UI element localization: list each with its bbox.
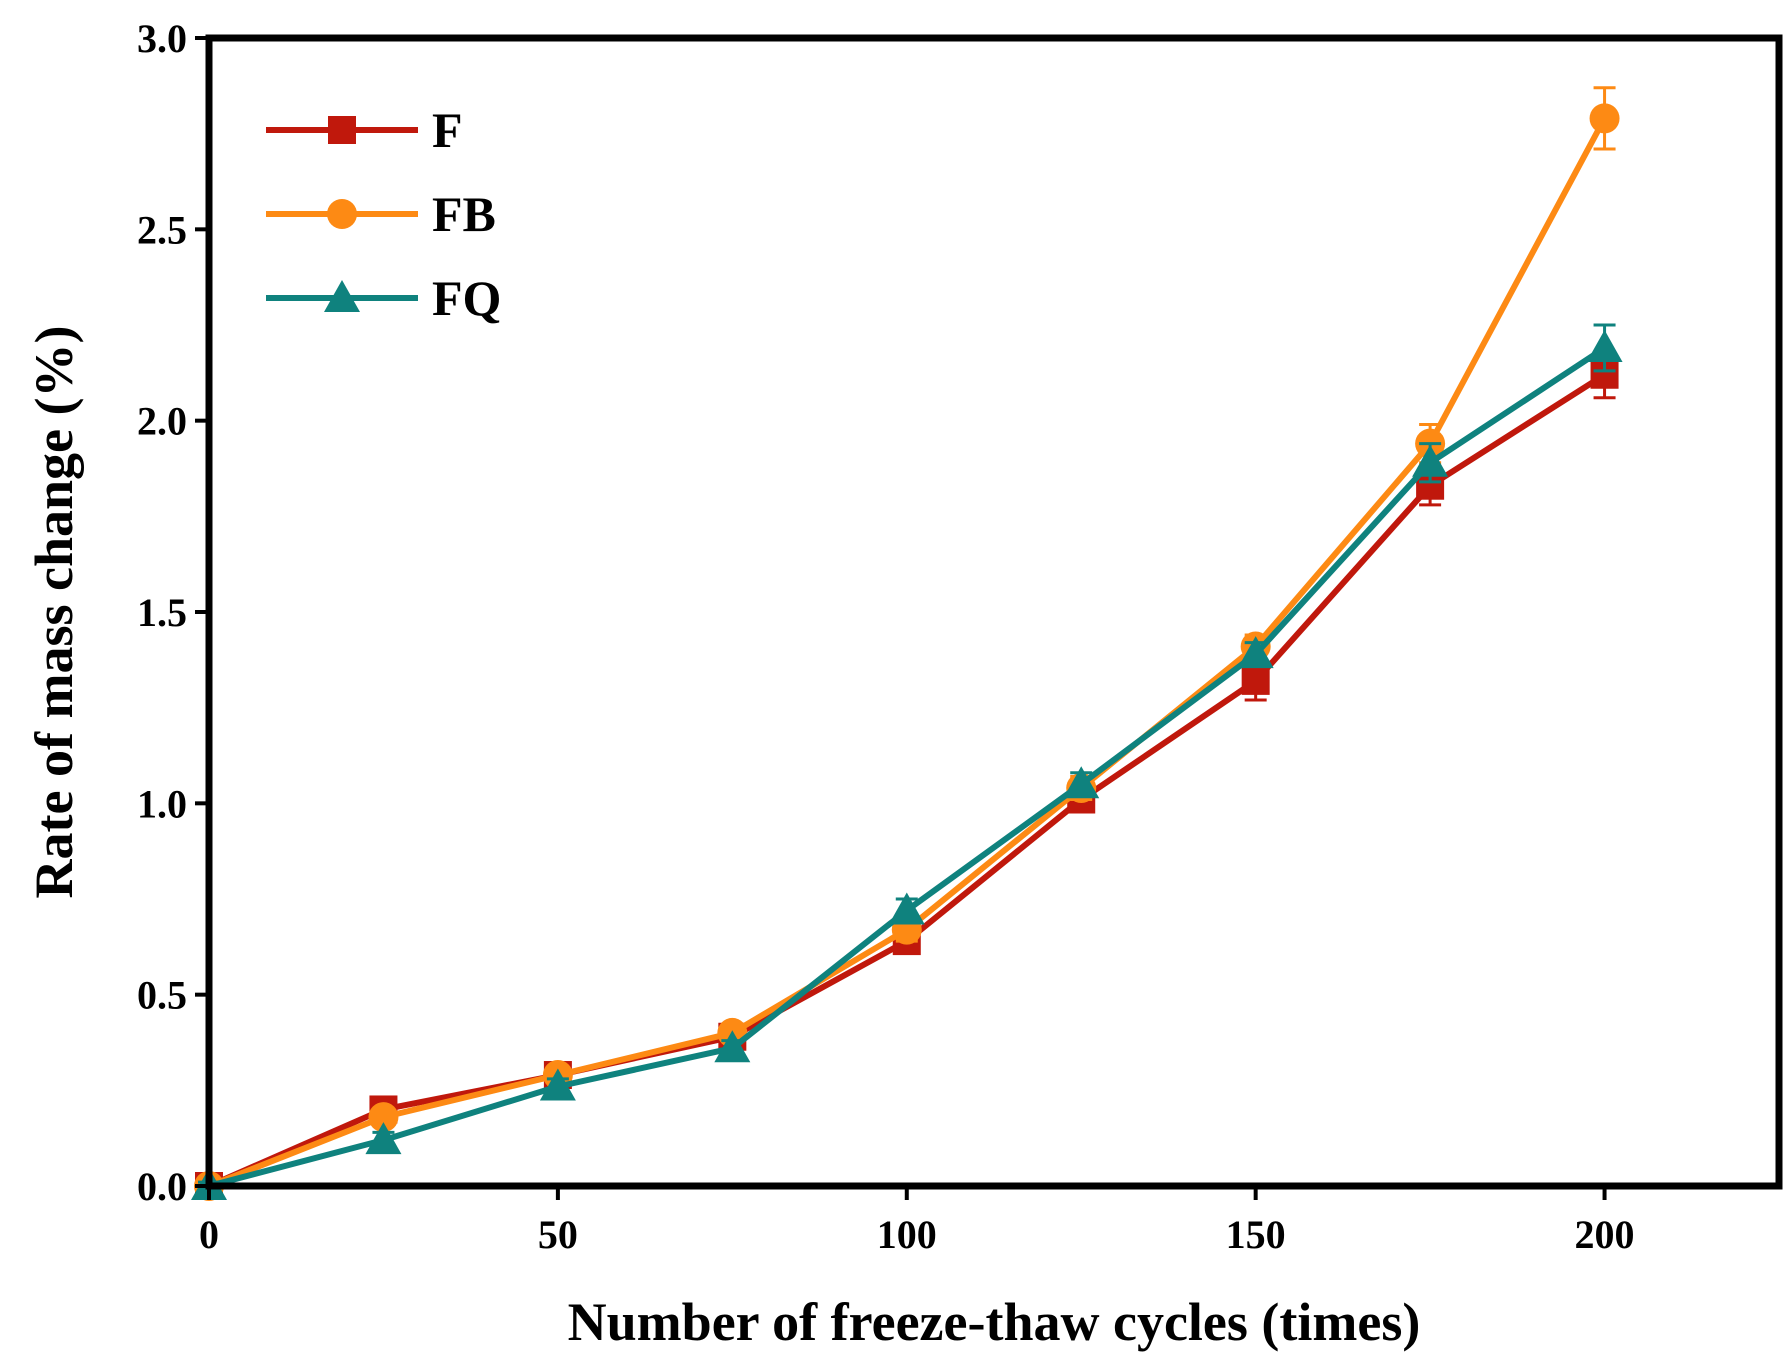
legend-label: F xyxy=(432,102,463,158)
data-point xyxy=(365,1122,402,1155)
data-point xyxy=(888,892,925,925)
legend-marker xyxy=(327,199,357,229)
x-tick-label: 150 xyxy=(1226,1212,1286,1257)
legend-item-FB: FB xyxy=(266,186,496,242)
data-point xyxy=(539,1068,576,1101)
data-point xyxy=(714,1030,751,1063)
x-axis-title: Number of freeze-thaw cycles (times) xyxy=(568,1292,1421,1352)
y-tick-label: 3.0 xyxy=(137,16,187,61)
data-point xyxy=(1589,103,1620,134)
data-point xyxy=(1241,666,1270,695)
legend: F FB FQ xyxy=(266,102,501,326)
data-point xyxy=(1237,636,1274,669)
y-tick-label: 0.5 xyxy=(137,973,187,1018)
data-point xyxy=(368,1102,399,1133)
x-tick-label: 100 xyxy=(877,1212,937,1257)
y-tick-label: 0.0 xyxy=(137,1164,187,1209)
y-tick-label: 2.5 xyxy=(137,207,187,252)
x-tick-label: 0 xyxy=(199,1212,219,1257)
legend-marker xyxy=(328,116,356,144)
series-FQ xyxy=(191,323,1623,1200)
x-tick-label: 200 xyxy=(1575,1212,1635,1257)
data-point xyxy=(1412,444,1449,477)
x-tick-label: 50 xyxy=(538,1212,578,1257)
series-layer xyxy=(191,86,1623,1201)
y-tick-label: 1.0 xyxy=(137,781,187,826)
legend-item-F: F xyxy=(266,102,463,158)
legend-label: FB xyxy=(432,186,496,242)
legend-marker xyxy=(324,280,360,312)
y-tick-label: 1.5 xyxy=(137,590,187,635)
data-point xyxy=(1063,766,1100,799)
plot-area xyxy=(209,38,1779,1186)
legend-label: FQ xyxy=(432,270,501,326)
ticks-layer: 0 50 100 150 200 0.0 0.5 1.0 1.5 2.0 2.5 3.0 xyxy=(137,16,1635,1257)
y-tick-label: 2.0 xyxy=(137,399,187,444)
data-point xyxy=(1586,329,1623,362)
legend-item-FQ: FQ xyxy=(266,270,501,326)
y-axis-title: Rate of mass change (%) xyxy=(24,326,84,899)
